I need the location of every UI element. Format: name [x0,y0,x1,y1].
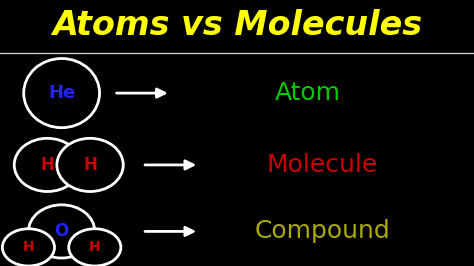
Text: O: O [55,222,69,240]
Text: H: H [89,240,100,254]
Text: Compound: Compound [255,219,390,243]
Text: Atoms vs Molecules: Atoms vs Molecules [52,9,422,42]
Text: H: H [23,240,34,254]
Ellipse shape [28,205,95,258]
Ellipse shape [24,59,100,128]
Text: Atom: Atom [275,81,341,105]
Ellipse shape [14,138,81,192]
Ellipse shape [69,229,121,266]
Text: He: He [48,84,75,102]
Ellipse shape [2,229,55,266]
Text: H: H [40,156,55,174]
Text: Molecule: Molecule [267,153,378,177]
Text: H: H [83,156,97,174]
Ellipse shape [57,138,123,192]
